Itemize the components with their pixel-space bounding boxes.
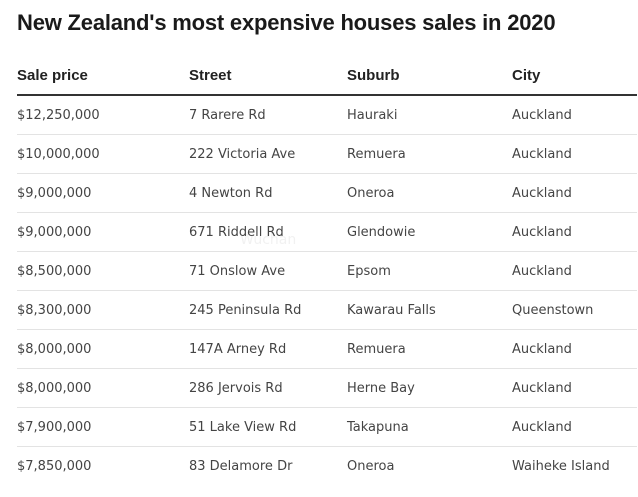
column-header-suburb: Suburb (347, 57, 512, 96)
street-cell: 245 Peninsula Rd (189, 290, 347, 330)
city-cell: Auckland (512, 251, 637, 291)
page-title: New Zealand's most expensive houses sale… (17, 10, 556, 35)
street-cell: 51 Lake View Rd (189, 407, 347, 447)
sale-price-cell: $8,000,000 (17, 368, 189, 408)
street-cell: 147A Arney Rd (189, 329, 347, 369)
city-cell: Auckland (512, 407, 637, 447)
table-row: $9,000,000 671 Riddell Rd Glendowie Auck… (17, 212, 637, 252)
street-cell: 71 Onslow Ave (189, 251, 347, 291)
suburb-cell: Glendowie (347, 212, 512, 252)
table-row: $8,300,000 245 Peninsula Rd Kawarau Fall… (17, 290, 637, 330)
table-row: $12,250,000 7 Rarere Rd Hauraki Auckland (17, 95, 637, 135)
header-row: Sale price Street Suburb City (17, 57, 637, 96)
city-cell: Auckland (512, 95, 637, 135)
street-cell: 4 Newton Rd (189, 173, 347, 213)
table-row: $8,500,000 71 Onslow Ave Epsom Auckland (17, 251, 637, 291)
suburb-cell: Kawarau Falls (347, 290, 512, 330)
sale-price-cell: $7,850,000 (17, 458, 92, 474)
sale-price-cell: $10,000,000 (17, 134, 189, 174)
city-cell: Auckland (512, 329, 637, 369)
street-cell: 286 Jervois Rd (189, 368, 347, 408)
suburb-cell: Epsom (347, 251, 512, 291)
table-row: $7,850,000 83 Delamore Dr Oneroa Waiheke… (17, 447, 637, 486)
sale-price-cell: $8,300,000 (17, 290, 189, 330)
street-cell: 222 Victoria Ave (189, 134, 347, 174)
city-cell: Auckland (512, 368, 637, 408)
sale-price-cell: $7,900,000 (17, 407, 189, 447)
table-row: $9,000,000 4 Newton Rd Oneroa Auckland (17, 173, 637, 213)
table-row: $7,900,000 51 Lake View Rd Takapuna Auck… (17, 407, 637, 447)
suburb-cell: Hauraki (347, 95, 512, 135)
column-header-sale-price: Sale price (17, 57, 189, 96)
column-header-city: City (512, 57, 637, 96)
city-cell: Queenstown (512, 290, 637, 330)
city-cell: Waiheke Island (512, 458, 610, 474)
sale-price-cell: $9,000,000 (17, 212, 189, 252)
sale-price-cell: $8,000,000 (17, 329, 189, 369)
column-header-street: Street (189, 57, 347, 96)
suburb-cell: Remuera (347, 134, 512, 174)
table-row: $8,000,000 147A Arney Rd Remuera Aucklan… (17, 329, 637, 369)
table-row: $8,000,000 286 Jervois Rd Herne Bay Auck… (17, 368, 637, 408)
street-cell: 83 Delamore Dr (189, 458, 293, 474)
city-cell: Auckland (512, 134, 637, 174)
street-cell: 7 Rarere Rd (189, 95, 347, 135)
city-cell: Auckland (512, 212, 637, 252)
suburb-cell: Oneroa (347, 458, 395, 474)
suburb-cell: Oneroa (347, 173, 512, 213)
table-row: $10,000,000 222 Victoria Ave Remuera Auc… (17, 134, 637, 174)
city-cell: Auckland (512, 173, 637, 213)
sale-price-cell: $8,500,000 (17, 251, 189, 291)
suburb-cell: Herne Bay (347, 368, 512, 408)
sale-price-cell: $12,250,000 (17, 95, 189, 135)
house-sales-table: Sale price Street Suburb City $12,250,00… (17, 57, 637, 485)
sale-price-cell: $9,000,000 (17, 173, 189, 213)
street-cell: 671 Riddell Rd (189, 212, 347, 252)
suburb-cell: Takapuna (347, 407, 512, 447)
suburb-cell: Remuera (347, 329, 512, 369)
